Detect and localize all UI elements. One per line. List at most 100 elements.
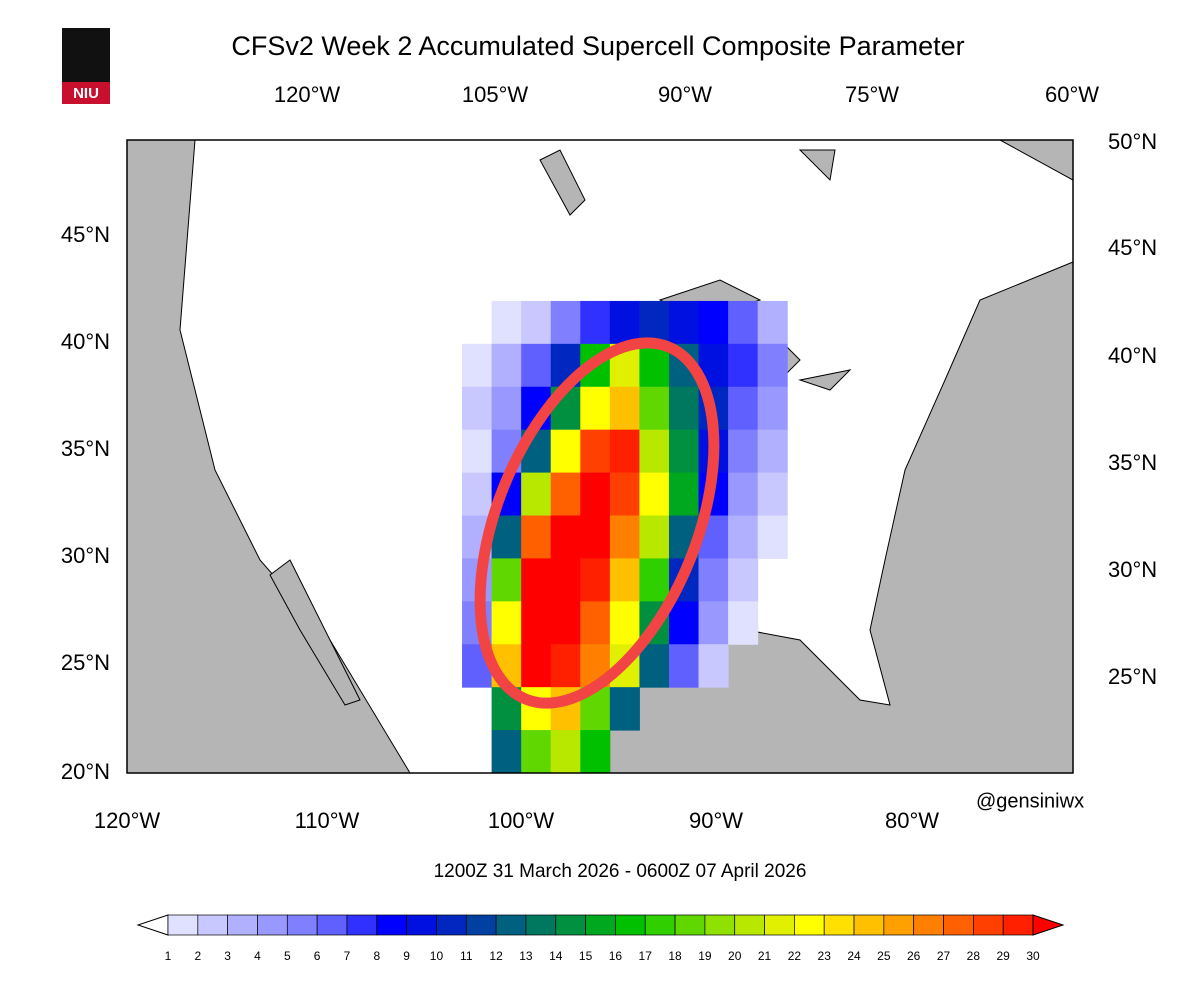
colorbar-label: 25 bbox=[877, 949, 891, 963]
colorbar-label: 4 bbox=[254, 949, 261, 963]
scp-cell bbox=[728, 472, 759, 517]
colorbar-box bbox=[286, 914, 318, 936]
map-frame bbox=[126, 139, 1074, 774]
scp-cell bbox=[491, 300, 522, 345]
colorbar-box bbox=[883, 914, 915, 936]
colorbar-box bbox=[615, 914, 646, 936]
date-range: 1200Z 31 March 2026 - 0600Z 07 April 202… bbox=[434, 861, 807, 882]
colorbar-label: 27 bbox=[937, 949, 951, 963]
colorbar-label: 6 bbox=[314, 949, 321, 963]
scp-cell bbox=[491, 558, 522, 602]
colorbar-label: 24 bbox=[847, 949, 861, 963]
logo-text: NIU bbox=[73, 85, 99, 102]
scp-cell bbox=[550, 515, 581, 559]
scp-cell bbox=[491, 386, 522, 431]
colorbar-label: 20 bbox=[728, 949, 742, 963]
scp-cell bbox=[580, 386, 611, 431]
colorbar-box bbox=[943, 914, 974, 936]
left-lat-label: 40°N bbox=[61, 329, 110, 354]
colorbar-box bbox=[585, 914, 616, 936]
scp-cell bbox=[550, 601, 581, 645]
colorbar-label: 8 bbox=[373, 949, 380, 963]
scp-cell bbox=[580, 472, 611, 517]
map-labels: 120°W 105°W 90°W 75°W 60°W 50°N 45°N 40°N 35°N 30… bbox=[61, 82, 1157, 833]
scp-cell bbox=[668, 429, 700, 474]
colorbar-label: 21 bbox=[758, 949, 772, 963]
colorbar-label: 29 bbox=[996, 949, 1010, 963]
colorbar-label: 7 bbox=[344, 949, 351, 963]
logo-tower bbox=[62, 28, 110, 88]
colorbar-box bbox=[913, 914, 944, 936]
scp-cell bbox=[550, 300, 581, 345]
scp-cell bbox=[639, 644, 670, 688]
colorbar-box bbox=[853, 914, 885, 936]
scp-cell bbox=[580, 558, 611, 602]
colorbar-label: 16 bbox=[609, 949, 623, 963]
scp-cell bbox=[609, 601, 640, 645]
scp-cell bbox=[728, 386, 759, 431]
scp-cell bbox=[757, 300, 788, 345]
colorbar-box bbox=[794, 914, 825, 936]
left-lat-label: 45°N bbox=[61, 222, 110, 247]
colorbar-box bbox=[197, 914, 229, 936]
colorbar-box bbox=[734, 914, 765, 936]
scp-cell bbox=[580, 730, 611, 774]
scp-cell bbox=[728, 515, 759, 559]
scp-cell bbox=[550, 558, 581, 602]
canadian-lakes bbox=[539, 149, 836, 216]
scp-cell bbox=[757, 386, 788, 431]
top-lon-label: 60°W bbox=[1045, 82, 1099, 107]
scp-cell bbox=[757, 515, 788, 559]
scp-cell bbox=[462, 386, 493, 431]
bottom-lon-label: 110°W bbox=[295, 808, 360, 833]
colorbar-box bbox=[525, 914, 557, 936]
left-lat-label: 35°N bbox=[61, 436, 110, 461]
highlight-ellipse bbox=[474, 337, 720, 709]
right-lat-label: 40°N bbox=[1108, 343, 1157, 368]
colorbar-box bbox=[316, 914, 348, 936]
scp-cell bbox=[462, 429, 493, 474]
top-lon-label: 75°W bbox=[845, 82, 899, 107]
bottom-lon-label: 120°W bbox=[94, 808, 161, 833]
colorbar-box bbox=[644, 914, 676, 936]
colorbar-label: 18 bbox=[668, 949, 682, 963]
scp-cell bbox=[609, 300, 640, 345]
scp-cell bbox=[609, 386, 640, 431]
scp-cell bbox=[580, 515, 611, 559]
right-lat-label: 35°N bbox=[1108, 450, 1157, 475]
colorbar-box bbox=[436, 914, 467, 936]
scp-cell bbox=[609, 472, 640, 517]
colorbar-box bbox=[823, 914, 855, 936]
colorbar-label: 12 bbox=[489, 949, 503, 963]
left-lat-label: 30°N bbox=[61, 543, 110, 568]
scp-cell bbox=[462, 472, 493, 517]
colorbar-box bbox=[346, 914, 378, 936]
top-lon-label: 90°W bbox=[658, 82, 712, 107]
top-lon-label: 120°W bbox=[274, 82, 341, 107]
colorbar-box bbox=[704, 914, 736, 936]
scp-cell bbox=[550, 472, 581, 517]
colorbar-box bbox=[257, 914, 288, 936]
scp-cell bbox=[698, 601, 729, 645]
scp-cell bbox=[698, 300, 729, 345]
scp-cell bbox=[550, 730, 581, 774]
scp-cell bbox=[491, 730, 522, 774]
scp-cell bbox=[698, 644, 729, 688]
scp-cell bbox=[668, 300, 700, 345]
scp-cell bbox=[491, 601, 522, 645]
gulf-of-california bbox=[269, 559, 361, 706]
scp-cell bbox=[521, 343, 552, 388]
right-lat-label: 50°N bbox=[1108, 129, 1157, 154]
scp-cell bbox=[609, 558, 640, 602]
colorbar-label: 23 bbox=[818, 949, 832, 963]
scp-cell bbox=[521, 558, 552, 602]
title: CFSv2 Week 2 Accumulated Supercell Compo… bbox=[231, 31, 964, 61]
scp-cell bbox=[550, 644, 581, 688]
logo: NIU bbox=[62, 28, 110, 104]
scp-cell bbox=[521, 730, 552, 774]
colorbar-label: 26 bbox=[907, 949, 921, 963]
scp-cell bbox=[757, 472, 788, 517]
colorbar-label: 28 bbox=[967, 949, 981, 963]
colorbar: 1 2 3 4 5 6 7 8 9 10 11 12 13 14 15 16 17 18 19 20 21 22 23 24 2… bbox=[136, 914, 1065, 963]
